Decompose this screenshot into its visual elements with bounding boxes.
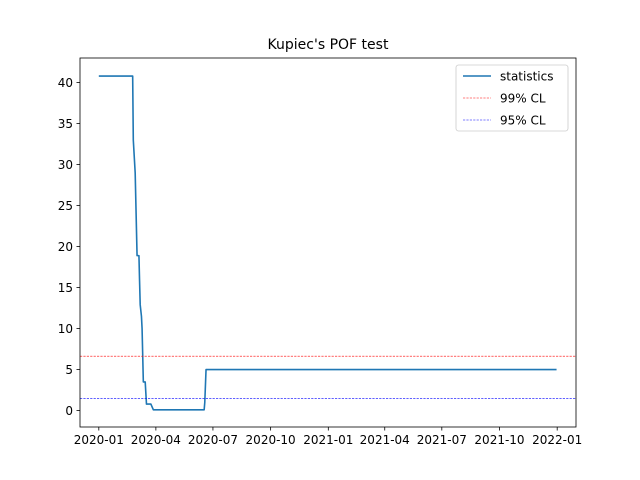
x-tick-label: 2020-04 — [131, 433, 181, 447]
y-tick-label: 0 — [65, 404, 73, 418]
y-tick-label: 10 — [58, 322, 73, 336]
x-tick-label: 2022-01 — [532, 433, 582, 447]
x-tick-label: 2021-01 — [303, 433, 353, 447]
axes: 2020-01 2020-04 2020-07 2020-10 2021-01 2021-… — [58, 57, 582, 447]
plot-area — [80, 75, 576, 411]
legend-label-95-cl: 95% CL — [500, 113, 546, 127]
series-line-statistics — [98, 75, 557, 411]
legend: statistics 99% CL 95% CL — [455, 64, 569, 132]
legend-box — [455, 64, 569, 132]
y-tick-label: 30 — [58, 158, 73, 172]
y-tick-label: 5 — [65, 363, 73, 377]
legend-label-statistics: statistics — [500, 69, 554, 83]
y-tick-label: 20 — [58, 240, 73, 254]
chart-title: Kupiec's POF test — [268, 37, 389, 53]
x-tick-label: 2020-07 — [188, 433, 238, 447]
y-tick-label: 35 — [58, 117, 73, 131]
x-tick-label: 2020-10 — [246, 433, 296, 447]
x-tick-label: 2021-07 — [417, 433, 467, 447]
y-tick-label: 40 — [58, 76, 73, 90]
legend-label-99-cl: 99% CL — [500, 91, 546, 105]
y-tick-label: 25 — [58, 199, 73, 213]
x-tick-label: 2021-04 — [360, 433, 410, 447]
x-tick-label: 2021-10 — [474, 433, 524, 447]
y-tick-label: 15 — [58, 281, 73, 295]
x-tick-label: 2020-01 — [74, 433, 124, 447]
